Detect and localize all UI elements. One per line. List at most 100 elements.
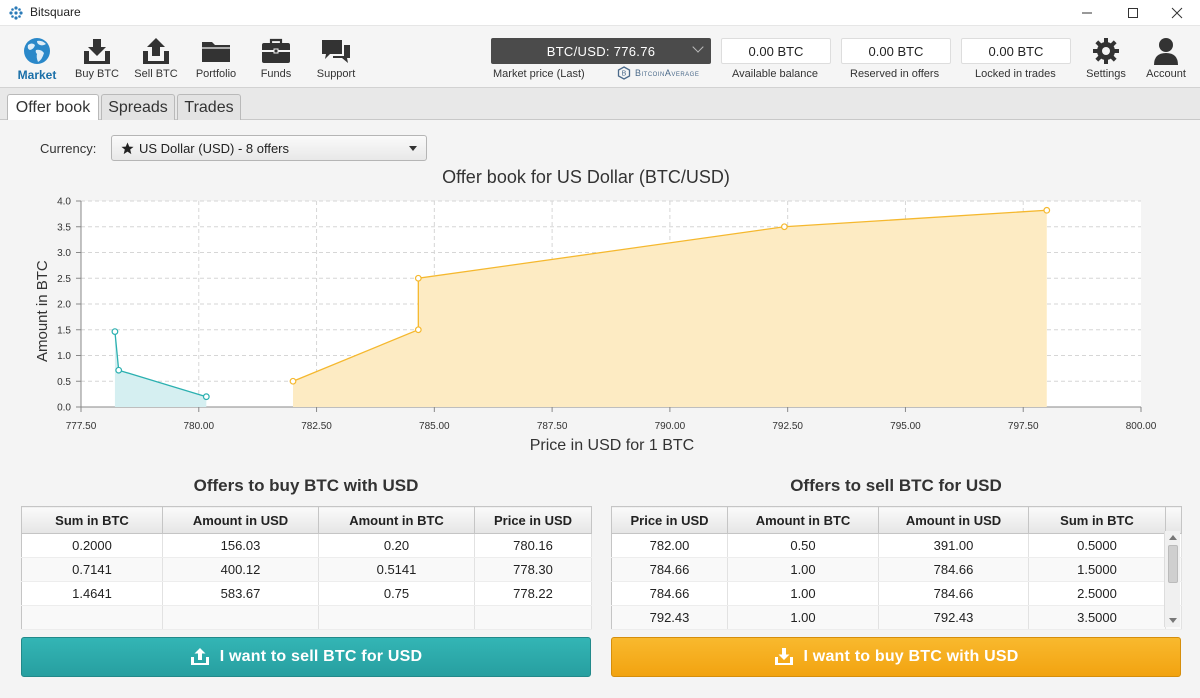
column-header[interactable]: Amount in BTC (727, 506, 879, 534)
nav-portfolio-label: Portfolio (195, 68, 237, 80)
table-cell: 0.7141 (21, 557, 163, 582)
table-row-empty (21, 605, 592, 630)
currency-select[interactable]: US Dollar (USD) - 8 offers (111, 135, 427, 161)
sell-btc-button[interactable]: I want to sell BTC for USD (21, 637, 591, 677)
table-row[interactable]: 784.66 1.00 784.66 1.5000 (611, 557, 1182, 582)
star-icon (121, 141, 134, 154)
svg-text:B: B (622, 71, 627, 78)
table-cell: 1.5000 (1028, 557, 1166, 582)
table-row[interactable]: 0.7141 400.12 0.5141 778.30 (21, 557, 592, 582)
upload-icon (190, 648, 209, 665)
table-cell: 3.5000 (1028, 605, 1166, 630)
table-cell: 1.4641 (21, 581, 163, 606)
x-tick-label: 787.50 (537, 421, 568, 432)
available-balance-label: Available balance (732, 68, 819, 80)
minimize-icon (1082, 12, 1092, 14)
sell-table-scrollbar[interactable] (1164, 531, 1180, 627)
chart-title: Offer book for US Dollar (BTC/USD) (442, 167, 730, 187)
tab-spreads[interactable]: Spreads (101, 94, 175, 120)
x-tick-label: 785.00 (419, 421, 450, 432)
table-row[interactable]: 792.43 1.00 792.43 3.5000 (611, 605, 1182, 630)
scrollbar-thumb[interactable] (1168, 545, 1178, 583)
table-cell: 1.00 (727, 581, 879, 606)
column-header[interactable]: Price in USD (611, 506, 728, 534)
tab-offer-book[interactable]: Offer book (7, 94, 99, 121)
column-header[interactable]: Sum in BTC (1028, 506, 1166, 534)
column-header-spacer (1165, 506, 1182, 534)
sell-offers-title: Offers to sell BTC for USD (790, 476, 1002, 495)
price-provider-name: BitcoinAverage (635, 68, 700, 78)
reserved-offers-value: 0.00 BTC (841, 38, 951, 64)
sell-offers-table: Price in USD Amount in BTC Amount in USD… (611, 506, 1182, 630)
column-header[interactable]: Amount in USD (162, 506, 319, 534)
user-account-icon (1149, 36, 1183, 66)
nav-market[interactable]: Market (11, 26, 63, 88)
nav-support[interactable]: Support (310, 26, 362, 88)
data-point (780, 223, 788, 231)
buy-offers-title: Offers to buy BTC with USD (193, 476, 419, 495)
table-cell: 1.00 (727, 605, 879, 630)
nav-funds[interactable]: Funds (250, 26, 302, 88)
series-area (293, 210, 1047, 407)
close-button[interactable] (1154, 0, 1200, 26)
table-cell: 784.66 (611, 557, 728, 582)
data-point (111, 328, 119, 335)
y-tick-label: 2.0 (57, 300, 71, 311)
table-cell: 784.66 (878, 581, 1029, 606)
tab-trades[interactable]: Trades (177, 94, 241, 120)
nav-account[interactable]: Account (1140, 26, 1192, 88)
table-cell: 0.20 (318, 533, 475, 558)
column-header[interactable]: Amount in USD (878, 506, 1029, 534)
sell-upload-icon (139, 36, 173, 66)
table-row[interactable]: 782.00 0.50 391.00 0.5000 (611, 533, 1182, 558)
main-toolbar: Market Buy BTC Sell BTC Portfolio (0, 26, 1200, 88)
scroll-up-icon[interactable] (1169, 535, 1177, 540)
locked-trades-label: Locked in trades (975, 68, 1056, 80)
table-cell: 784.66 (878, 557, 1029, 582)
table-cell: 2.5000 (1028, 581, 1166, 606)
series-area (114, 331, 207, 407)
table-cell: 400.12 (162, 557, 319, 582)
nav-sell-btc-label: Sell BTC (134, 68, 178, 80)
reserved-offers-label: Reserved in offers (850, 68, 940, 80)
scroll-down-icon[interactable] (1169, 618, 1177, 623)
table-cell: 0.2000 (21, 533, 163, 558)
data-point (414, 274, 422, 282)
buy-btc-button[interactable]: I want to buy BTC with USD (611, 637, 1181, 677)
y-tick-label: 4.0 (57, 197, 71, 208)
column-header[interactable]: Price in USD (474, 506, 592, 534)
table-header-row: Sum in BTC Amount in USD Amount in BTC P… (21, 506, 592, 534)
maximize-button[interactable] (1110, 0, 1156, 26)
chevron-down-icon (692, 41, 704, 53)
table-cell: 792.43 (611, 605, 728, 630)
y-tick-label: 3.5 (57, 222, 71, 233)
table-cell: 778.22 (474, 581, 592, 606)
buy-offers-table: Sum in BTC Amount in USD Amount in BTC P… (21, 506, 592, 630)
table-row[interactable]: 0.2000 156.03 0.20 780.16 (21, 533, 592, 558)
table-cell: 792.43 (878, 605, 1029, 630)
nav-sell-btc[interactable]: Sell BTC (130, 26, 182, 88)
window-titlebar: Bitsquare (0, 0, 1200, 26)
column-header[interactable]: Amount in BTC (318, 506, 475, 534)
data-point (202, 393, 210, 401)
nav-portfolio[interactable]: Portfolio (189, 26, 243, 88)
nav-market-label: Market (17, 68, 57, 82)
table-cell: 784.66 (611, 581, 728, 606)
download-icon (774, 648, 793, 665)
close-icon (1171, 7, 1183, 19)
table-cell: 0.50 (727, 533, 879, 558)
nav-buy-btc-label: Buy BTC (74, 68, 119, 80)
market-price-select[interactable]: BTC/USD: 776.76 (491, 38, 711, 64)
data-point (115, 366, 123, 374)
x-tick-label: 782.50 (301, 421, 332, 432)
minimize-button[interactable] (1064, 0, 1110, 26)
globe-icon (20, 36, 54, 66)
table-cell: 0.5141 (318, 557, 475, 582)
nav-buy-btc[interactable]: Buy BTC (71, 26, 123, 88)
column-header[interactable]: Sum in BTC (21, 506, 163, 534)
x-tick-label: 790.00 (655, 421, 686, 432)
table-row[interactable]: 1.4641 583.67 0.75 778.22 (21, 581, 592, 606)
table-row[interactable]: 784.66 1.00 784.66 2.5000 (611, 581, 1182, 606)
y-tick-label: 0.5 (57, 377, 71, 388)
nav-settings[interactable]: Settings (1080, 26, 1132, 88)
